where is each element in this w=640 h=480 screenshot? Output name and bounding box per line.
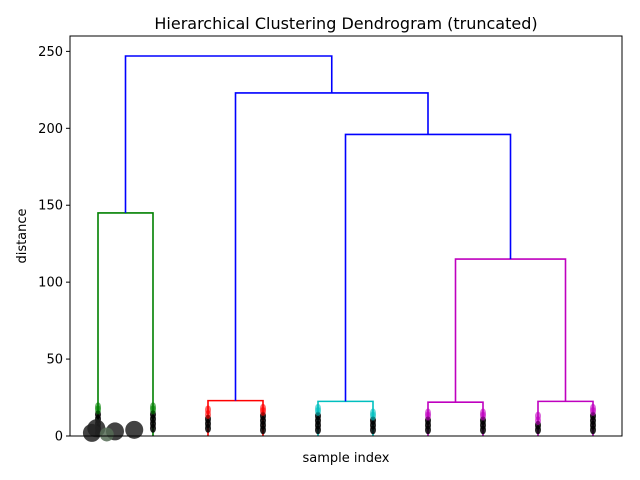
dendrogram-links [97,55,594,436]
leaf-marker-7-4 [480,408,486,418]
y-tick-label-50: 50 [46,353,63,368]
x-axis-label: sample index [303,451,390,466]
y-tick-label-0: 0 [55,430,63,445]
y-tick-label-200: 200 [38,122,63,137]
leaf-marker-3-5 [260,403,266,413]
dendrogram-link-c2 [317,400,374,436]
leaf-marker-2-4 [205,405,211,415]
y-tick-label-100: 100 [38,276,63,291]
leaf-marker-1-5 [150,402,156,412]
y-axis-ticks: 0 50 100 150 200 250 [38,45,70,445]
plot-frame [69,35,623,437]
dendrogram-link-c8 [124,55,333,213]
dendrogram-link-c7 [234,92,429,401]
y-axis-label: distance [15,208,30,263]
y-tick-label-150: 150 [38,199,63,214]
scatter-blob-4 [99,427,114,442]
chart-title: Hierarchical Clustering Dendrogram (trun… [154,14,537,33]
scatter-blob-3 [125,420,144,439]
y-tick-label-250: 250 [38,45,63,60]
leaf-marker-6-4 [425,408,431,418]
leaf-marker-8-3 [535,411,541,421]
leaf-marker-0-6 [95,402,101,412]
leaf-markers [82,402,596,442]
scatter-blob-1 [82,423,101,442]
leaf-marker-9-5 [590,403,596,413]
dendrogram-link-c0 [97,212,154,436]
plot-area [69,35,623,442]
dendrogram-link-c1 [207,399,264,436]
dendrogram-link-c4 [537,400,594,436]
dendrogram-link-c3 [427,401,484,436]
dendrogram-link-c6 [344,133,512,402]
leaf-marker-5-4 [370,408,376,418]
dendrogram-link-c5 [454,258,567,403]
leaf-marker-4-5 [315,403,321,413]
